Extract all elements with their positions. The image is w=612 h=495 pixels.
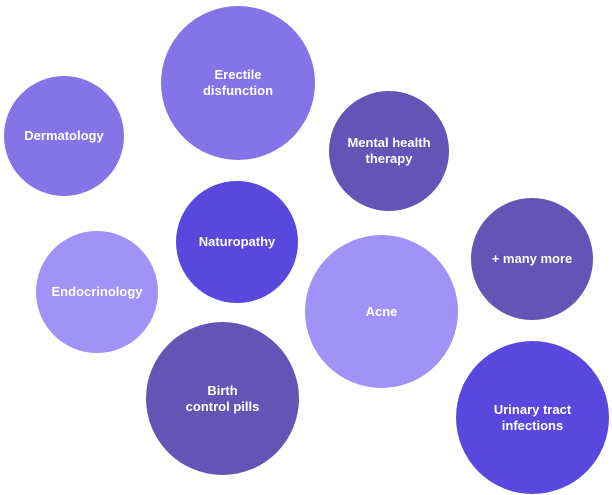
bubble-erectile-disfunction[interactable]: Erectile disfunction — [161, 6, 315, 160]
bubble-label: Endocrinology — [51, 284, 143, 300]
bubble-label: Urinary tract infections — [493, 401, 572, 433]
bubble-urinary-tract-infections[interactable]: Urinary tract infections — [456, 341, 609, 494]
bubble-mental-health-therapy[interactable]: Mental health therapy — [329, 91, 449, 211]
bubble-label: Acne — [365, 303, 398, 319]
bubble-naturopathy[interactable]: Naturopathy — [176, 181, 298, 303]
bubble-many-more[interactable]: + many more — [471, 198, 593, 320]
bubble-label: Naturopathy — [198, 234, 276, 250]
bubble-birth-control-pills[interactable]: Birth control pills — [146, 322, 299, 475]
bubble-label: Birth control pills — [185, 382, 260, 414]
bubble-label: Erectile disfunction — [202, 67, 274, 98]
bubble-acne[interactable]: Acne — [305, 235, 458, 388]
bubble-label: Dermatology — [24, 128, 104, 144]
bubble-label: Mental health therapy — [347, 135, 431, 166]
bubble-endocrinology[interactable]: Endocrinology — [36, 231, 158, 353]
bubble-label: + many more — [491, 251, 573, 267]
bubble-dermatology[interactable]: Dermatology — [4, 76, 124, 196]
